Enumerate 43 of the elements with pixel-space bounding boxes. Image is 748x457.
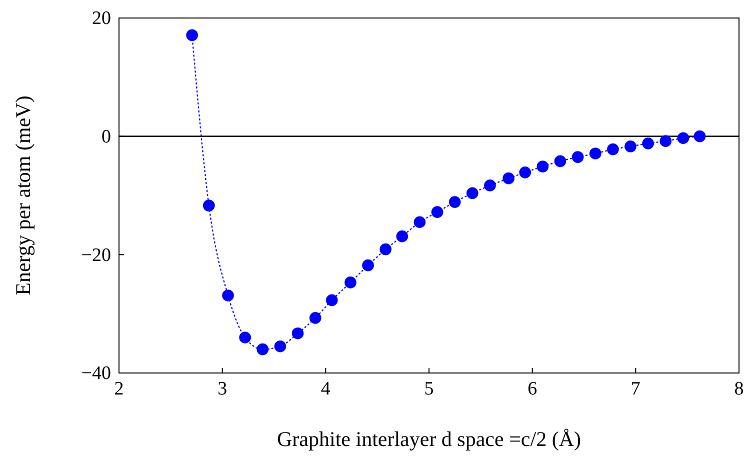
point bbox=[362, 259, 374, 272]
point bbox=[536, 160, 549, 172]
point bbox=[572, 151, 584, 163]
point bbox=[344, 276, 356, 288]
point bbox=[694, 130, 706, 142]
x-tick-label: 2 bbox=[114, 378, 124, 400]
y-tick-label: 0 bbox=[102, 126, 111, 148]
x-tick-label: 4 bbox=[320, 378, 331, 400]
point bbox=[624, 140, 636, 152]
x-tick-label: 8 bbox=[734, 378, 744, 400]
x-tick-label: 5 bbox=[424, 378, 434, 400]
point bbox=[677, 132, 690, 144]
point bbox=[202, 200, 215, 212]
point bbox=[589, 148, 602, 160]
y-axis-title: Energy per atom (meV) bbox=[11, 96, 35, 296]
point bbox=[256, 343, 269, 356]
point bbox=[396, 230, 408, 242]
point bbox=[642, 138, 654, 150]
point bbox=[309, 312, 322, 324]
y-tick-label: −40 bbox=[81, 363, 111, 384]
point bbox=[660, 135, 672, 147]
point bbox=[292, 327, 304, 340]
x-tick-label: 3 bbox=[218, 378, 228, 400]
x-axis-title: Graphite interlayer d space =c/2 (Å) bbox=[277, 427, 581, 451]
point bbox=[380, 243, 392, 256]
point bbox=[274, 340, 286, 352]
point bbox=[448, 196, 461, 208]
point bbox=[414, 216, 426, 228]
point bbox=[484, 180, 496, 192]
point bbox=[502, 172, 514, 184]
point bbox=[239, 332, 251, 344]
x-tick-label: 7 bbox=[630, 378, 640, 400]
point bbox=[222, 290, 234, 302]
point bbox=[554, 155, 566, 168]
point bbox=[519, 166, 532, 178]
y-tick-label: −20 bbox=[81, 244, 111, 266]
point bbox=[607, 143, 619, 156]
x-tick-label: 6 bbox=[528, 378, 538, 400]
point bbox=[466, 187, 478, 200]
point bbox=[431, 206, 444, 218]
point bbox=[186, 29, 198, 42]
y-tick-label: 20 bbox=[92, 8, 111, 30]
point bbox=[326, 294, 338, 306]
